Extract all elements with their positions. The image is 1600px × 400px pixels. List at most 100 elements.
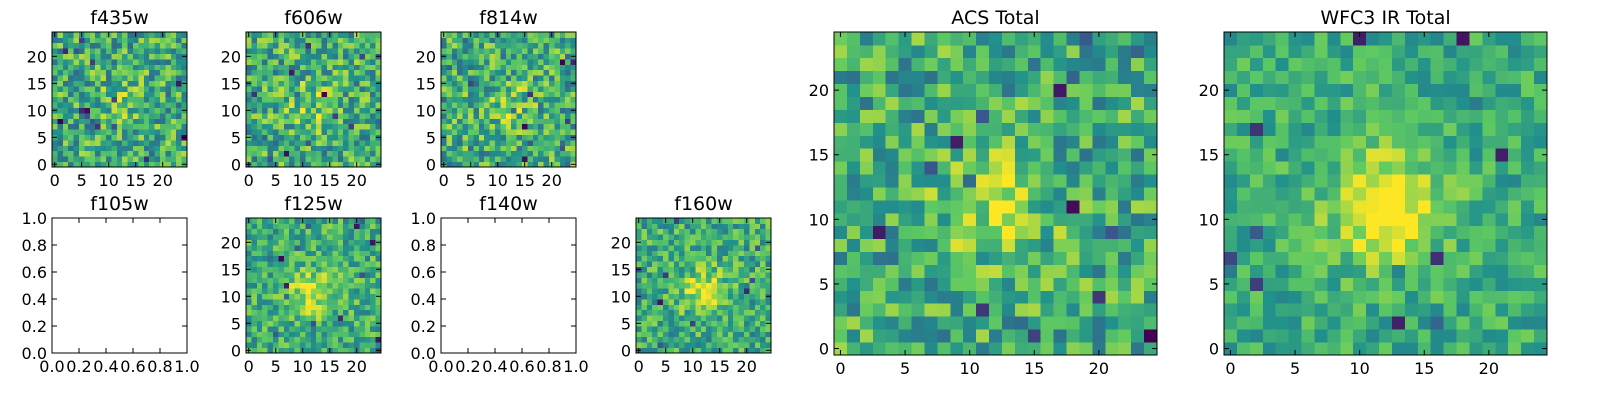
pixel [305,320,312,327]
pixel [538,107,544,114]
pixel [343,48,349,54]
pixel [950,135,964,149]
pixel [1079,148,1093,162]
pixel [289,48,295,54]
pixel [1224,148,1238,162]
y-tick-label: 1.0 [411,209,436,228]
pixel [154,118,161,125]
pixel [283,261,290,267]
pixel [1404,70,1419,85]
pixel [181,156,188,162]
pixel [532,102,539,108]
pixel [872,251,887,265]
pixel [1456,303,1470,317]
pixel [100,86,107,92]
pixel [305,80,312,87]
pixel [300,42,306,49]
pixel [657,272,664,278]
pixel [262,239,268,246]
pixel [283,86,290,92]
pixel [570,113,577,119]
pixel [343,239,349,246]
pixel [246,42,252,49]
pixel [310,234,317,240]
pixel [305,118,312,125]
pixel [111,91,118,98]
pixel [1456,148,1470,162]
pixel [251,134,258,141]
pixel [348,59,355,65]
pixel [251,299,258,305]
pixel [300,91,306,98]
pixel [885,70,899,85]
pixel [657,228,664,235]
pixel [154,134,161,141]
pixel [278,161,285,168]
pixel [760,261,766,267]
pixel [354,299,360,305]
pixel [1053,238,1067,253]
pixel [937,109,951,123]
pixel [262,48,268,54]
pixel [305,245,312,251]
pixel [1092,225,1106,240]
pixel [1430,277,1445,291]
pixel [636,299,642,305]
pixel [289,239,295,246]
pixel [100,96,107,103]
pixel [1301,122,1315,136]
pixel [1262,238,1277,253]
pixel [273,102,279,108]
pixel [332,37,339,44]
pixel [370,75,376,81]
pixel [1105,264,1119,278]
pixel [251,234,258,240]
pixel [84,37,91,44]
pixel [559,102,566,108]
pixel [722,342,729,348]
pixel [646,326,653,332]
pixel [924,32,938,46]
pixel [273,234,279,240]
pixel [760,326,766,332]
pixel [154,107,161,114]
pixel [1014,277,1029,291]
pixel [62,91,69,98]
pixel [111,80,118,87]
pixel [1314,212,1328,227]
pixel [446,140,453,146]
pixel [57,145,64,152]
pixel [505,123,512,130]
pixel [370,315,376,321]
pixel [700,336,707,343]
pixel [738,288,745,294]
pixel [300,134,306,141]
pixel [446,69,453,76]
pixel [283,123,290,130]
pixel [1040,329,1055,343]
pixel [711,293,718,300]
pixel [1275,187,1289,201]
pixel [473,32,480,38]
pixel [636,288,642,294]
pixel [283,102,290,108]
pixel [154,80,161,87]
pixel [711,228,718,235]
pixel [327,80,333,87]
pixel [738,299,745,305]
pixel [495,96,501,103]
pixel [657,223,664,230]
pixel [359,145,366,152]
pixel [305,234,312,240]
pixel [359,42,366,49]
pixel [154,69,161,76]
pixel [348,32,355,38]
pixel [375,288,382,294]
pixel [1456,187,1470,201]
pixel [554,48,561,54]
pixel [1014,109,1029,123]
pixel [1066,135,1080,149]
pixel [1534,122,1548,136]
pixel [122,69,128,76]
pixel [106,145,112,152]
